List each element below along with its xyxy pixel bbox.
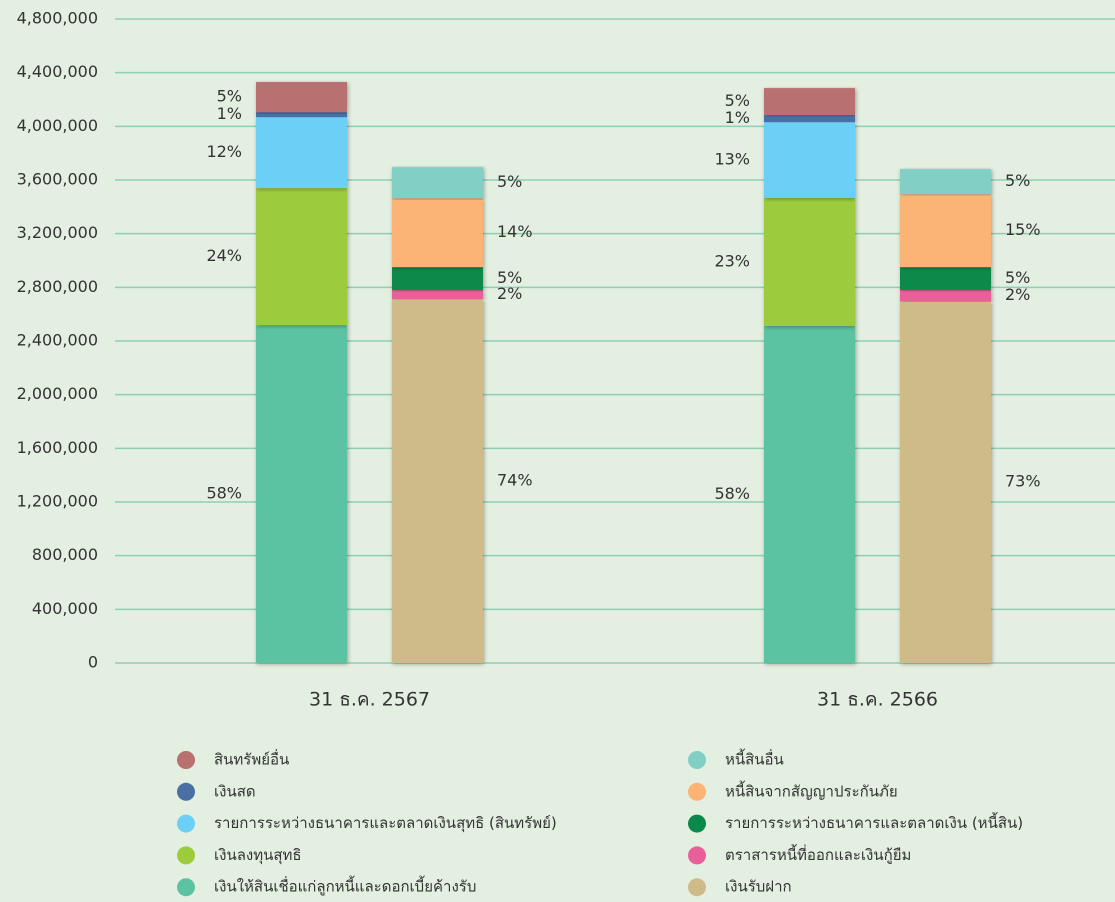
bar-segment xyxy=(256,188,347,326)
legend-marker xyxy=(177,751,195,769)
y-tick-label: 3,200,000 xyxy=(17,223,98,242)
y-tick-label: 4,400,000 xyxy=(17,62,98,81)
y-tick-label: 800,000 xyxy=(32,545,98,564)
legend-marker xyxy=(177,846,195,865)
share-label: 5% xyxy=(1005,268,1030,287)
share-label: 15% xyxy=(1005,220,1041,239)
y-tick-label: 0 xyxy=(88,653,98,672)
y-tick-label: 4,000,000 xyxy=(17,116,98,135)
category-label: 31 ธ.ค. 2566 xyxy=(817,689,938,711)
legend-marker xyxy=(688,846,706,865)
share-label: 5% xyxy=(497,172,522,191)
legend-label: เงินให้สินเชื่อแก่ลูกหนี้และดอกเบี้ยค้าง… xyxy=(214,876,476,896)
legend-label: รายการระหว่างธนาคารและตลาดเงิน (หนี้สิน) xyxy=(725,812,1023,832)
share-label: 58% xyxy=(206,484,242,503)
bar-segment xyxy=(256,112,347,118)
bar-segment xyxy=(764,197,855,326)
legend-label: ตราสารหนี้ที่ออกและเงินกู้ยืม xyxy=(725,844,911,864)
legend-marker xyxy=(688,782,706,801)
bar-segment xyxy=(900,169,991,195)
bar-segment xyxy=(392,167,483,199)
legend-marker xyxy=(177,814,195,833)
bar-segment xyxy=(900,301,991,663)
bar-segment xyxy=(764,122,855,198)
legend-label: เงินรับฝาก xyxy=(725,878,792,896)
share-label: 23% xyxy=(714,251,750,270)
share-label: 58% xyxy=(714,484,750,503)
legend-marker xyxy=(177,782,195,801)
legend-marker xyxy=(688,814,706,833)
share-label: 1% xyxy=(725,108,750,127)
bar-segment xyxy=(256,325,347,663)
y-tick-label: 3,600,000 xyxy=(17,170,98,189)
y-tick-label: 1,600,000 xyxy=(17,438,98,457)
y-tick-label: 400,000 xyxy=(32,599,98,618)
y-tick-label: 1,200,000 xyxy=(17,492,98,511)
share-label: 12% xyxy=(206,142,242,161)
legend-label: เงินลงทุนสุทธิ xyxy=(214,846,302,865)
y-tick-label: 2,000,000 xyxy=(17,384,98,403)
legend-label: หนี้สินอื่น xyxy=(725,749,784,769)
legend-label: หนี้สินจากสัญญาประกันภัย xyxy=(725,780,898,800)
category-label: 31 ธ.ค. 2567 xyxy=(309,689,430,711)
share-label: 5% xyxy=(217,87,242,106)
legend-marker xyxy=(177,878,195,897)
share-label: 24% xyxy=(206,246,242,265)
share-label: 13% xyxy=(714,150,750,169)
share-label: 74% xyxy=(497,471,533,490)
bar-segment xyxy=(392,299,483,663)
bar-segment xyxy=(764,88,855,116)
legend-label: รายการระหว่างธนาคารและตลาดเงินสุทธิ (สิน… xyxy=(214,814,557,833)
share-label: 2% xyxy=(1005,285,1030,304)
share-label: 73% xyxy=(1005,472,1041,491)
bar-segment xyxy=(900,290,991,302)
bar-segment xyxy=(392,290,483,300)
bar-segment xyxy=(764,325,855,663)
share-label: 5% xyxy=(497,268,522,287)
share-label: 5% xyxy=(725,91,750,110)
bar-segment xyxy=(392,267,483,291)
share-label: 2% xyxy=(497,284,522,303)
share-label: 14% xyxy=(497,222,533,241)
bar-segment xyxy=(256,82,347,113)
legend-label: สินทรัพย์อื่น xyxy=(214,749,289,769)
bar-segment xyxy=(764,115,855,123)
legend-label: เงินสด xyxy=(214,782,256,800)
share-label: 1% xyxy=(217,104,242,123)
share-label: 5% xyxy=(1005,171,1030,190)
bar-segment xyxy=(900,194,991,268)
bar-segment xyxy=(256,117,347,189)
y-tick-label: 2,400,000 xyxy=(17,331,98,350)
y-tick-label: 4,800,000 xyxy=(17,9,98,28)
y-tick-label: 2,800,000 xyxy=(17,277,98,296)
legend-marker xyxy=(688,751,706,769)
bar-segment xyxy=(900,267,991,291)
legend-marker xyxy=(688,878,706,897)
bar-segment xyxy=(392,198,483,268)
